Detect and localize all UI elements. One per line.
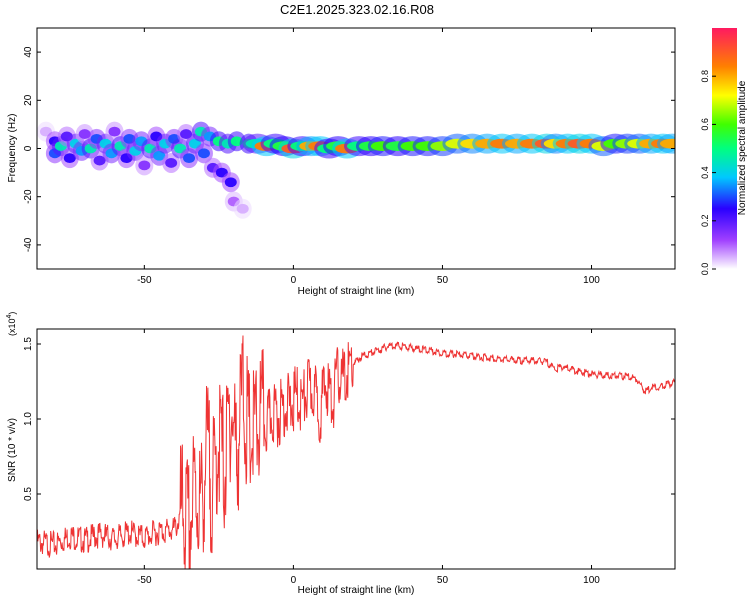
y-multiplier-exponent: 4 bbox=[6, 314, 13, 318]
colorbar-tick-label: 0.0 bbox=[700, 263, 710, 276]
bottom-x-tick-label: -50 bbox=[137, 575, 152, 586]
snr-panel: -50 0 50 100 0.5 1.0 1.5 Height of straight l… bbox=[6, 312, 676, 596]
heatmap-cell bbox=[93, 155, 106, 166]
colorbar-tick-label: 0.2 bbox=[700, 215, 710, 228]
chart-title: C2E1.2025.323.02.16.R08 bbox=[280, 2, 434, 17]
top-x-tick-label: 0 bbox=[291, 275, 297, 286]
top-y-ticks: 40 20 0 -20 -40 bbox=[23, 46, 675, 252]
bottom-x-axis-label: Height of straight line (km) bbox=[298, 585, 415, 596]
heatmap-cell bbox=[236, 203, 249, 214]
bottom-x-tick-label: 0 bbox=[291, 575, 297, 586]
heatmap-cell bbox=[138, 160, 151, 171]
spectrogram-panel: -50 0 50 100 40 20 0 -20 -40 Height of straight… bbox=[7, 27, 676, 297]
top-x-axis-label: Height of straight line (km) bbox=[298, 286, 415, 297]
colorbar-gradient bbox=[712, 28, 737, 269]
snr-plot-area bbox=[36, 328, 676, 570]
bottom-x-tick-label: 50 bbox=[437, 575, 449, 586]
top-x-tick-label: 100 bbox=[583, 275, 600, 286]
y-multiplier: (x104) bbox=[6, 312, 17, 336]
top-y-tick-label: -20 bbox=[23, 189, 34, 204]
colorbar: 0.0 0.2 0.4 0.6 0.8 Normalized spectral ampl… bbox=[700, 28, 748, 275]
heatmap-cell bbox=[197, 148, 210, 159]
svg-text:(x104): (x104) bbox=[6, 312, 17, 336]
colorbar-label: Normalized spectral amplitude bbox=[737, 80, 748, 215]
bottom-y-tick-label: 1.5 bbox=[23, 337, 34, 351]
colorbar-tick-label: 0.6 bbox=[700, 118, 710, 131]
colorbar-tick-label: 0.8 bbox=[700, 70, 710, 83]
heatmap-cell bbox=[63, 153, 76, 164]
heatmap-cell bbox=[108, 126, 121, 137]
heatmap-cell bbox=[153, 150, 166, 161]
heatmap-cell bbox=[165, 158, 178, 168]
snr-series-line bbox=[37, 335, 675, 569]
top-x-ticks: -50 0 50 100 bbox=[137, 28, 600, 286]
bottom-y-tick-label: 1.0 bbox=[23, 412, 34, 426]
bottom-y-ticks: 0.5 1.0 1.5 bbox=[23, 337, 675, 501]
y-multiplier-base: (x10 bbox=[7, 318, 17, 336]
heatmap-cell bbox=[78, 129, 91, 139]
bottom-y-axis-label: SNR (10 * v/v) bbox=[7, 418, 18, 482]
bottom-x-tick-label: 100 bbox=[583, 575, 600, 586]
heatmap-cell bbox=[660, 138, 675, 149]
heatmap-cell bbox=[224, 177, 237, 188]
top-y-axis-label: Frequency (Hz) bbox=[7, 114, 18, 183]
top-y-tick-label: -40 bbox=[23, 237, 34, 252]
heatmap-cell bbox=[183, 153, 196, 164]
heatmap-cells bbox=[37, 121, 675, 219]
top-x-tick-label: 50 bbox=[437, 275, 449, 286]
bottom-y-tick-label: 0.5 bbox=[23, 487, 34, 501]
colorbar-ticks: 0.0 0.2 0.4 0.6 0.8 bbox=[700, 70, 716, 275]
bottom-x-ticks: -50 0 50 100 bbox=[137, 329, 600, 586]
top-y-tick-label: 0 bbox=[23, 145, 34, 151]
top-x-tick-label: -50 bbox=[137, 275, 152, 286]
colorbar-tick-label: 0.4 bbox=[700, 166, 710, 179]
top-y-tick-label: 40 bbox=[23, 46, 34, 58]
top-y-tick-label: 20 bbox=[23, 94, 34, 106]
